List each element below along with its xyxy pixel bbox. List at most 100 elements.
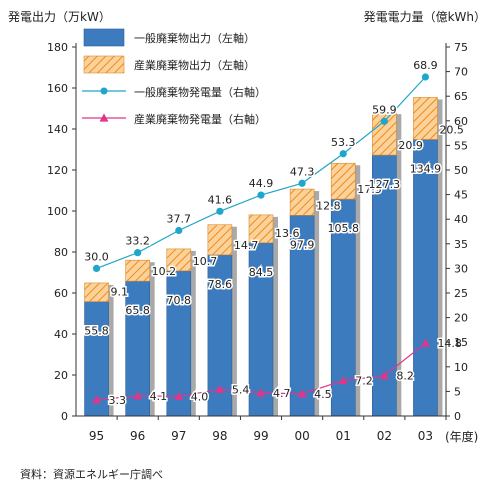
data-label-industrial-waste-energy: 4.1 — [150, 390, 168, 403]
y-right-tick-label: 25 — [454, 287, 468, 300]
data-label-industrial-waste-output: 17.5 — [357, 183, 382, 196]
marker-industrial-waste-energy — [215, 384, 225, 394]
bar-industrial-waste-output — [166, 248, 192, 272]
data-label-general-waste-output-halo: 97.9 — [290, 238, 315, 251]
data-label-industrial-waste-output-halo: 14.7 — [234, 239, 259, 252]
data-label-general-waste-energy-halo: 59.9 — [372, 103, 397, 116]
data-label-general-waste-energy-halo: 37.7 — [167, 213, 192, 226]
data-label-general-waste-energy-halo: 47.3 — [290, 165, 315, 178]
bar-industrial-waste-output — [248, 214, 274, 244]
data-label-industrial-waste-output-halo: 13.6 — [275, 227, 300, 240]
data-label-general-waste-output: 84.5 — [249, 266, 274, 279]
data-label-industrial-waste-output: 20.9 — [398, 139, 423, 152]
marker-general-waste-energy — [380, 117, 388, 125]
data-label-general-waste-energy: 47.3 — [290, 165, 315, 178]
y-right-tick-label: 35 — [454, 238, 468, 251]
data-label-industrial-waste-output: 9.1 — [111, 286, 129, 299]
data-label-general-waste-output-halo: 105.8 — [327, 222, 359, 235]
marker-general-waste-energy — [92, 264, 101, 272]
y-right-tick-label: 10 — [454, 361, 468, 374]
data-label-industrial-waste-energy: 8.2 — [396, 370, 414, 383]
data-label-general-waste-energy: 68.9 — [413, 59, 438, 72]
legend-label: 産業廃棄物発電量（右軸） — [134, 112, 266, 126]
data-label-general-waste-energy-halo: 33.2 — [125, 235, 150, 248]
marker-industrial-waste-energy — [133, 391, 143, 400]
legend-label: 産業廃棄物出力（左軸） — [134, 58, 255, 72]
marker-general-waste-energy — [298, 179, 306, 187]
data-label-industrial-waste-output-halo: 12.8 — [316, 199, 341, 212]
data-label-general-waste-output: 70.8 — [167, 294, 192, 307]
data-label-industrial-waste-energy: 4.7 — [273, 387, 291, 400]
marker-industrial-waste-energy — [256, 388, 266, 397]
y-right-tick-label: 5 — [454, 385, 461, 398]
data-label-industrial-waste-energy-halo: 4.1 — [150, 390, 168, 403]
data-label-industrial-waste-energy: 7.2 — [355, 375, 373, 388]
y-left-tick-label: 40 — [54, 328, 68, 341]
data-label-general-waste-energy: 44.9 — [249, 177, 274, 190]
data-label-industrial-waste-energy-halo: 5.4 — [232, 383, 250, 396]
y-right-tick-label: 40 — [454, 213, 468, 226]
x-tick-label: 01 — [336, 429, 351, 443]
marker-industrial-waste-energy — [338, 376, 348, 385]
bar-industrial-waste-output — [289, 188, 315, 216]
data-label-industrial-waste-energy-halo: 7.2 — [355, 375, 373, 388]
data-label-industrial-waste-energy-halo: 3.3 — [109, 394, 127, 407]
legend-swatch-industrial-waste-output — [83, 55, 125, 74]
x-tick-label: 02 — [377, 429, 392, 443]
marker-industrial-waste-energy — [174, 391, 184, 400]
bar-industrial-waste-output — [207, 224, 233, 256]
data-label-general-waste-energy: 41.6 — [208, 193, 233, 206]
data-label-industrial-waste-output-halo: 17.5 — [357, 183, 382, 196]
y-left-tick-label: 100 — [47, 205, 68, 218]
x-tick-label: 00 — [294, 429, 309, 443]
data-label-general-waste-output: 105.8 — [327, 222, 359, 235]
x-tick-label: 98 — [212, 429, 227, 443]
data-label-general-waste-output-halo: 65.8 — [125, 304, 150, 317]
x-tick-label: 97 — [171, 429, 186, 443]
data-label-general-waste-output: 134.9 — [410, 162, 442, 175]
data-label-general-waste-energy-halo: 53.3 — [331, 136, 356, 149]
y-left-tick-label: 120 — [47, 164, 68, 177]
source-note: 資料：資源エネルギー庁調べ — [20, 468, 163, 481]
x-tick-label: 95 — [89, 429, 104, 443]
bar-general-waste-output — [289, 215, 315, 417]
y-right-tick-label: 0 — [454, 410, 461, 423]
y-right-tick-label: 70 — [454, 66, 468, 79]
data-label-general-waste-energy: 37.7 — [167, 213, 192, 226]
legend-label: 一般廃棄物発電量（右軸） — [134, 85, 266, 99]
marker-general-waste-energy — [421, 73, 430, 81]
bar-general-waste-output — [413, 139, 438, 417]
y-right-tick-label: 60 — [454, 115, 468, 128]
data-label-industrial-waste-energy: 5.4 — [232, 383, 250, 396]
legend-swatch-general-waste-output — [83, 28, 125, 47]
data-label-industrial-waste-output: 14.7 — [234, 239, 259, 252]
y-right-tick-label: 30 — [454, 262, 468, 275]
data-label-general-waste-output: 97.9 — [290, 238, 315, 251]
data-label-industrial-waste-energy-halo: 4.0 — [191, 390, 209, 403]
bar-industrial-waste-output — [330, 162, 356, 200]
marker-general-waste-energy — [175, 226, 183, 235]
data-label-general-waste-energy: 53.3 — [331, 136, 356, 149]
data-label-industrial-waste-output: 13.6 — [275, 227, 300, 240]
y-left-tick-label: 140 — [47, 123, 68, 136]
y-right-axis-title: 発電電力量（億kWh） — [364, 10, 486, 24]
marker-industrial-waste-energy — [92, 395, 102, 404]
marker-general-waste-energy — [134, 249, 142, 257]
bar-general-waste-output — [248, 242, 274, 417]
data-label-industrial-waste-output: 10.2 — [152, 265, 177, 278]
x-tick-label: 99 — [253, 429, 268, 443]
data-label-industrial-waste-energy-halo: 4.5 — [314, 388, 332, 401]
data-label-industrial-waste-energy: 4.0 — [191, 390, 209, 403]
data-label-general-waste-energy-halo: 30.0 — [84, 250, 109, 263]
data-label-industrial-waste-output-halo: 20.9 — [398, 139, 423, 152]
data-label-general-waste-output-halo: 55.8 — [84, 325, 109, 338]
y-left-tick-label: 80 — [54, 246, 68, 259]
bar-industrial-waste-output — [84, 282, 109, 302]
data-label-general-waste-output-halo: 70.8 — [167, 294, 192, 307]
marker-general-waste-energy — [216, 207, 224, 215]
marker-general-waste-energy — [257, 191, 265, 199]
bar-industrial-waste-output — [413, 97, 438, 140]
marker-industrial-waste-energy — [297, 389, 307, 398]
y-right-tick-label: 65 — [454, 90, 468, 103]
